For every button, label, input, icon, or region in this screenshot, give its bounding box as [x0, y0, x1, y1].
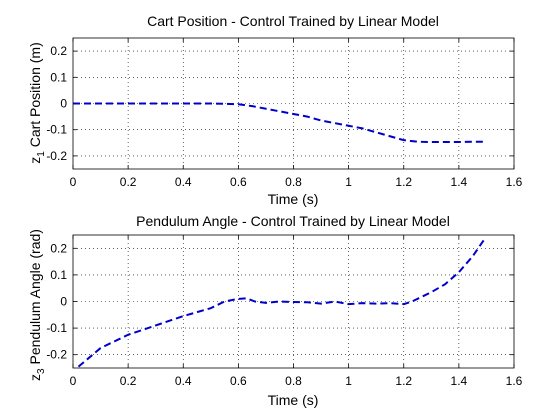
chart-title: Cart Position - Control Trained by Linea…	[147, 13, 439, 29]
x-axis-title: Time (s)	[268, 191, 319, 207]
x-axis-title: Time (s)	[268, 392, 319, 408]
y-axis-title-subscript: 3	[36, 368, 47, 374]
x-tick-label: 1.4	[451, 374, 468, 388]
x-tick-label: 0.2	[120, 175, 137, 189]
y-axis-title-rest: Pendulum Angle (rad)	[27, 229, 43, 368]
y-tick-label: 0	[60, 295, 67, 309]
grid	[73, 38, 514, 169]
y-tick-label: -0.1	[46, 123, 67, 137]
x-tick-label: 1.4	[451, 175, 468, 189]
tick-labels: 0 0.2 0.4 0.6 0.8 1 1.2 1.4 1.6 -0.2 -0.1 0 0.1 0.2	[46, 235, 523, 388]
tick-labels: 0 0.2 0.4 0.6 0.8 1 1.2 1.4 1.6 -0.2 -0.1 0 0.1 0.2	[46, 38, 523, 189]
x-tick-label: 0	[70, 175, 77, 189]
x-tick-label: 0.4	[175, 175, 192, 189]
x-tick-label: 0	[70, 374, 77, 388]
chart-title: Pendulum Angle - Control Trained by Line…	[136, 213, 450, 229]
y-axis-title-prefix: z	[27, 157, 43, 164]
x-tick-label: 0.6	[230, 175, 247, 189]
x-tick-label: 1.6	[506, 374, 523, 388]
y-tick-label: -0.2	[46, 149, 67, 163]
y-tick-label: -0.2	[46, 348, 67, 362]
y-axis-title-rest: Cart Position (m)	[27, 42, 43, 151]
y-tick-label: 0.1	[50, 70, 67, 84]
pendulum-angle-chart: Pendulum Angle - Control Trained by Line…	[27, 213, 523, 408]
plot-frame	[72, 234, 515, 369]
series-line-pendulum-angle	[77, 239, 485, 368]
x-tick-label: 1.2	[395, 374, 412, 388]
y-tick-label: 0.2	[50, 241, 67, 255]
x-tick-label: 1	[345, 374, 352, 388]
y-tick-label: 0	[60, 97, 67, 111]
x-tick-label: 0.4	[175, 374, 192, 388]
x-tick-label: 0.8	[285, 175, 302, 189]
x-tick-label: 1	[345, 175, 352, 189]
y-axis-title-prefix: z	[27, 374, 43, 381]
y-tick-label: 0.2	[50, 44, 67, 58]
plot-frame	[72, 37, 515, 170]
cart-position-chart: Cart Position - Control Trained by Linea…	[27, 13, 523, 207]
x-tick-label: 0.8	[285, 374, 302, 388]
y-axis-title: z3 Pendulum Angle (rad)	[27, 229, 47, 381]
y-tick-label: 0.1	[50, 268, 67, 282]
x-tick-label: 1.2	[395, 175, 412, 189]
y-tick-label: -0.1	[46, 321, 67, 335]
x-tick-label: 0.6	[230, 374, 247, 388]
series-line-cart-position	[73, 102, 487, 144]
x-tick-label: 1.6	[506, 175, 523, 189]
y-axis-title-subscript: 1	[36, 151, 47, 157]
x-tick-label: 0.2	[120, 374, 137, 388]
y-axis-title: z1 Cart Position (m)	[27, 42, 47, 163]
